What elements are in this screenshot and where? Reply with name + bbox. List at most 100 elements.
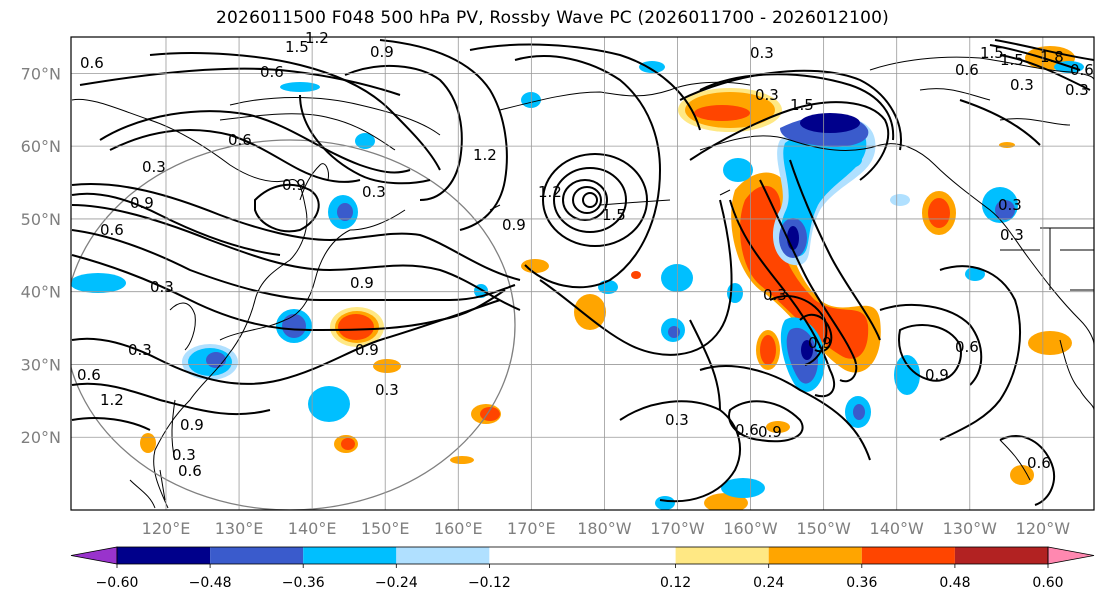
colorbar-tick-label: 0.12 bbox=[660, 575, 691, 591]
map-border bbox=[70, 36, 1095, 511]
colorbar-tick-label: −0.60 bbox=[96, 575, 139, 591]
radius-circle bbox=[71, 139, 516, 510]
latitude-labels: 70°N 60°N 50°N 40°N 30°N 20°N bbox=[21, 64, 61, 447]
contour-label: 0.9 bbox=[282, 176, 306, 194]
colorbar-tick-label: −0.12 bbox=[468, 575, 511, 591]
contour-label: 0.6 bbox=[77, 366, 101, 384]
contour-label: 0.3 bbox=[142, 158, 166, 176]
colorbar-tick-label: −0.24 bbox=[375, 575, 418, 591]
contour-label: 0.9 bbox=[925, 366, 949, 384]
contour-label: 0.3 bbox=[998, 196, 1022, 214]
contour-label: 1.5 bbox=[790, 96, 814, 114]
longitude-label: 130°W bbox=[943, 519, 998, 538]
contour-label: 0.9 bbox=[350, 274, 374, 292]
colorbar-swatch bbox=[489, 547, 676, 564]
longitude-label: 160°W bbox=[723, 519, 778, 538]
america-coast bbox=[699, 135, 1094, 346]
contour-label: 1.2 bbox=[538, 183, 562, 201]
colorbar-extension-low bbox=[70, 546, 118, 565]
colorbar-tick-label: 0.24 bbox=[753, 575, 784, 591]
contour-label: 0.6 bbox=[100, 221, 124, 239]
latitude-label: 40°N bbox=[21, 283, 61, 302]
contour-label: 0.3 bbox=[1000, 226, 1024, 244]
anomaly-shading bbox=[71, 46, 1084, 510]
contour-label: 0.9 bbox=[502, 216, 526, 234]
colorbar-extension-high bbox=[1047, 546, 1095, 565]
contour-label: 0.6 bbox=[735, 421, 759, 439]
contour-label: 1.8 bbox=[1040, 48, 1064, 66]
colorbar-swatch bbox=[954, 547, 1048, 564]
longitude-labels: 120°E 130°E 140°E 150°E 160°E 170°E 180°W 170°W… bbox=[142, 519, 1071, 538]
colorbar-tick-label: 0.60 bbox=[1032, 575, 1063, 591]
contour-label: 0.6 bbox=[955, 61, 979, 79]
contour-labels: 1.5 0.9 0.6 0.3 0.6 0.3 0.9 0.3 1.2 0.3 … bbox=[77, 29, 1094, 480]
contour-label: 0.9 bbox=[370, 43, 394, 61]
longitude-label: 140°E bbox=[288, 519, 337, 538]
contour-label: 0.9 bbox=[130, 194, 154, 212]
contour-label: 0.6 bbox=[178, 462, 202, 480]
contour-label: 0.3 bbox=[1010, 76, 1034, 94]
colorbar-tick-label: 0.36 bbox=[846, 575, 877, 591]
gridlines bbox=[71, 37, 1094, 510]
longitude-label: 150°W bbox=[796, 519, 851, 538]
contour-label: 0.6 bbox=[260, 63, 284, 81]
contour-label: 0.6 bbox=[228, 131, 252, 149]
contour-label: 1.2 bbox=[473, 146, 497, 164]
colorbar-swatch bbox=[396, 547, 490, 564]
latitude-label: 70°N bbox=[21, 64, 61, 83]
contour-label: 0.6 bbox=[955, 338, 979, 356]
longitude-label: 120°W bbox=[1016, 519, 1071, 538]
latitude-label: 30°N bbox=[21, 355, 61, 374]
contour-label: 0.3 bbox=[1065, 81, 1089, 99]
contour-label: 0.3 bbox=[375, 381, 399, 399]
map-title: 2026011500 F048 500 hPa PV, Rossby Wave … bbox=[216, 8, 889, 28]
contour-label: 0.6 bbox=[80, 54, 104, 72]
colorbar: −0.60 −0.48 −0.36 −0.24 −0.12 0.12 0.24 0.36 0.4… bbox=[70, 546, 1095, 591]
contour-label: 1.2 bbox=[305, 29, 329, 47]
contour-label: 0.3 bbox=[750, 44, 774, 62]
contour-label: 1.5 bbox=[980, 44, 1004, 62]
longitude-label: 160°E bbox=[434, 519, 483, 538]
colorbar-tick-label: −0.36 bbox=[282, 575, 325, 591]
colorbar-swatch bbox=[675, 547, 769, 564]
colorbar-tick-label: −0.48 bbox=[189, 575, 232, 591]
longitude-label: 180°W bbox=[577, 519, 632, 538]
contour-label: 0.3 bbox=[128, 341, 152, 359]
colorbar-swatch bbox=[210, 547, 304, 564]
longitude-label: 170°W bbox=[650, 519, 705, 538]
longitude-label: 140°W bbox=[870, 519, 925, 538]
contour-label: 1.5 bbox=[285, 38, 309, 56]
colorbar-swatch bbox=[303, 547, 397, 564]
colorbar-swatch bbox=[117, 547, 211, 564]
contour-label: 0.9 bbox=[758, 423, 782, 441]
contour-label: 0.6 bbox=[1027, 454, 1051, 472]
contour-label: 1.2 bbox=[100, 391, 124, 409]
contour-label: 0.3 bbox=[172, 446, 196, 464]
contour-label: 0.3 bbox=[362, 183, 386, 201]
colorbar-tick-label: 0.48 bbox=[939, 575, 970, 591]
pv-closed-low bbox=[562, 179, 608, 221]
longitude-label: 170°E bbox=[507, 519, 556, 538]
contour-label: 0.3 bbox=[150, 278, 174, 296]
asia-coast bbox=[71, 98, 308, 509]
latitude-label: 60°N bbox=[21, 137, 61, 156]
colorbar-swatch bbox=[861, 547, 955, 564]
latitude-label: 20°N bbox=[21, 428, 61, 447]
contour-label: 0.9 bbox=[355, 341, 379, 359]
contour-label: 1.5 bbox=[1000, 51, 1024, 69]
latitude-label: 50°N bbox=[21, 210, 61, 229]
map-panel bbox=[71, 37, 1094, 510]
contour-label: 0.9 bbox=[180, 416, 204, 434]
colorbar-border bbox=[116, 546, 1049, 565]
pv-contours bbox=[71, 39, 1094, 506]
contour-label: 0.3 bbox=[763, 286, 787, 304]
negative-anomaly bbox=[308, 386, 350, 422]
longitude-label: 120°E bbox=[142, 519, 191, 538]
contour-label: 0.3 bbox=[755, 86, 779, 104]
contour-label: 0.3 bbox=[665, 411, 689, 429]
pv-contour bbox=[71, 183, 521, 281]
contour-label: 0.9 bbox=[808, 334, 832, 352]
longitude-label: 130°E bbox=[215, 519, 264, 538]
contour-label: 1.5 bbox=[602, 206, 626, 224]
